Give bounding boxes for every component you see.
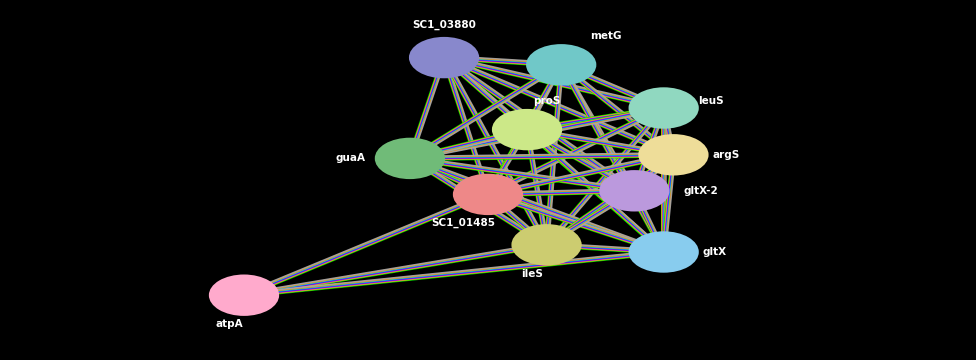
- Ellipse shape: [599, 170, 670, 211]
- Ellipse shape: [638, 134, 709, 175]
- Text: SC1_03880: SC1_03880: [412, 20, 476, 30]
- Text: SC1_01485: SC1_01485: [431, 218, 496, 228]
- Ellipse shape: [409, 37, 479, 78]
- Text: argS: argS: [712, 150, 740, 160]
- Ellipse shape: [511, 224, 582, 266]
- Text: leuS: leuS: [698, 96, 723, 106]
- Text: atpA: atpA: [216, 319, 243, 329]
- Ellipse shape: [526, 44, 596, 85]
- Ellipse shape: [629, 87, 699, 129]
- Ellipse shape: [453, 174, 523, 215]
- Ellipse shape: [492, 109, 562, 150]
- Text: guaA: guaA: [336, 153, 366, 163]
- Ellipse shape: [209, 274, 279, 316]
- Text: gltX-2: gltX-2: [683, 186, 718, 196]
- Ellipse shape: [629, 231, 699, 273]
- Ellipse shape: [375, 138, 445, 179]
- Text: ileS: ileS: [521, 269, 543, 279]
- Text: gltX: gltX: [703, 247, 727, 257]
- Text: metG: metG: [590, 31, 622, 41]
- Text: proS: proS: [533, 96, 560, 106]
